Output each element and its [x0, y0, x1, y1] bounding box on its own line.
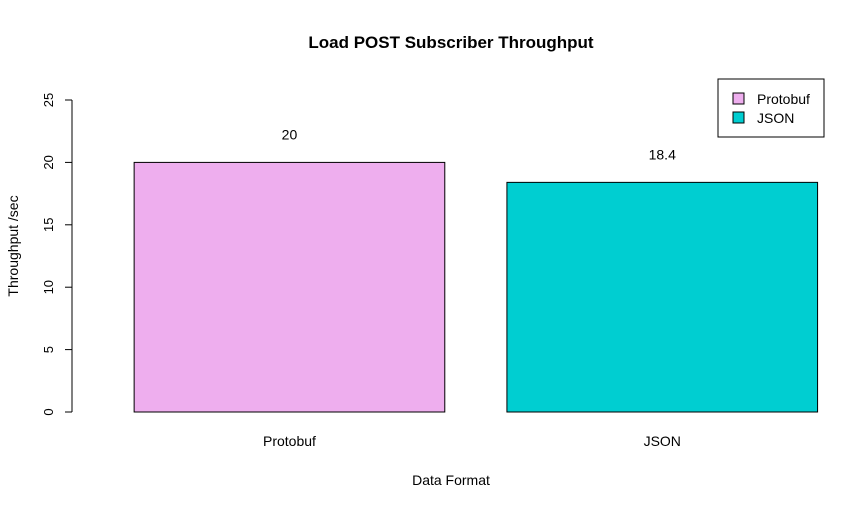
category-labels: Protobuf JSON — [263, 433, 681, 449]
y-axis-label: Throughput /sec — [5, 195, 21, 296]
bars-group — [133, 161, 819, 413]
bar-json — [506, 181, 819, 413]
y-tick-label: 15 — [41, 218, 56, 232]
y-tick-label: 20 — [41, 155, 56, 169]
bar-protobuf — [133, 161, 446, 413]
legend: Protobuf JSON — [717, 78, 825, 138]
legend-box — [717, 78, 825, 138]
x-axis-label: Data Format — [412, 472, 490, 488]
legend-label: Protobuf — [757, 91, 810, 107]
y-tick-label: 5 — [41, 346, 56, 353]
bar-value-label: 20 — [282, 126, 298, 142]
chart-title: Load POST Subscriber Throughput — [308, 33, 594, 52]
data-labels: 20 18.4 — [282, 126, 676, 162]
y-tick-label: 25 — [41, 93, 56, 107]
legend-swatch — [732, 92, 745, 105]
x-category-label: JSON — [644, 433, 681, 449]
legend-swatch — [732, 111, 745, 124]
y-tick-label: 0 — [41, 408, 56, 415]
legend-label: JSON — [757, 110, 794, 126]
bar-value-label: 18.4 — [649, 146, 676, 162]
x-category-label: Protobuf — [263, 433, 316, 449]
y-tick-label: 10 — [41, 280, 56, 294]
y-axis: 0 5 10 15 20 25 — [41, 93, 73, 416]
